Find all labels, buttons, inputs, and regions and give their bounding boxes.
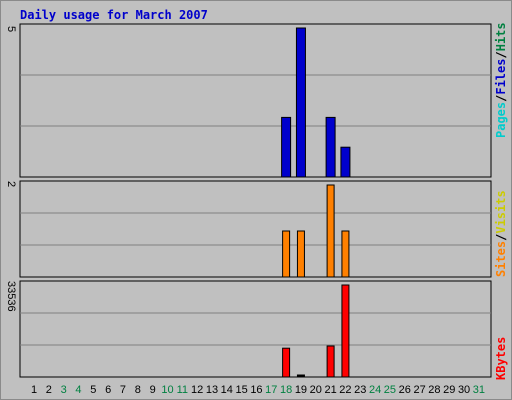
- x-tick-label-day-13: 13: [206, 384, 218, 396]
- x-tick-label-day-20: 20: [310, 384, 322, 396]
- x-tick-label-day-1: 1: [31, 384, 37, 396]
- bar-visits-sites-day-18: [282, 230, 291, 278]
- bar-hits-files-pages-day-19: [295, 27, 306, 178]
- x-tick-label-day-30: 30: [458, 384, 470, 396]
- x-tick-label-day-18: 18: [280, 384, 292, 396]
- x-tick-label-day-3: 3: [61, 384, 67, 396]
- panel-2-plot-area: [19, 180, 492, 278]
- bar-kbytes-day-19: [296, 374, 305, 378]
- x-tick-label-day-16: 16: [250, 384, 262, 396]
- x-tick-label-day-4: 4: [75, 384, 81, 396]
- x-tick-label-day-2: 2: [46, 384, 52, 396]
- x-tick-label-day-10: 10: [161, 384, 173, 396]
- bar-visits-sites-day-22: [341, 230, 350, 278]
- x-tick-label-day-31: 31: [473, 384, 485, 396]
- bar-hits-files-pages-day-21: [325, 116, 336, 178]
- x-tick-label-day-22: 22: [339, 384, 351, 396]
- x-tick-label-day-19: 19: [295, 384, 307, 396]
- x-tick-label-day-8: 8: [135, 384, 141, 396]
- bar-visits-sites-day-19: [296, 230, 305, 278]
- x-tick-label-day-6: 6: [105, 384, 111, 396]
- panel-1-plot-area: [19, 23, 492, 178]
- x-tick-label-day-29: 29: [443, 384, 455, 396]
- panel-3-plot-area: [19, 280, 492, 378]
- x-tick-label-day-14: 14: [221, 384, 233, 396]
- bar-kbytes-day-18: [282, 347, 291, 378]
- bar-hits-files-pages-day-22: [340, 146, 351, 178]
- x-tick-label-day-15: 15: [235, 384, 247, 396]
- x-tick-label-day-28: 28: [428, 384, 440, 396]
- x-tick-label-day-11: 11: [177, 384, 188, 396]
- chart-title: Daily usage for March 2007: [20, 8, 208, 22]
- x-tick-label-day-24: 24: [369, 384, 381, 396]
- x-tick-label-day-12: 12: [191, 384, 203, 396]
- x-tick-label-day-17: 17: [265, 384, 277, 396]
- bar-visits-sites-day-21: [326, 184, 335, 278]
- bar-hits-files-pages-day-18: [281, 116, 292, 178]
- x-tick-label-day-7: 7: [120, 384, 126, 396]
- x-tick-label-day-21: 21: [324, 384, 336, 396]
- x-tick-label-day-5: 5: [90, 384, 96, 396]
- bar-kbytes-day-22: [341, 284, 350, 378]
- x-tick-label-day-9: 9: [150, 384, 156, 396]
- x-tick-label-day-23: 23: [354, 384, 366, 396]
- x-tick-label-day-27: 27: [413, 384, 425, 396]
- x-tick-label-day-26: 26: [399, 384, 411, 396]
- bar-kbytes-day-21: [326, 345, 335, 378]
- x-tick-label-day-25: 25: [384, 384, 396, 396]
